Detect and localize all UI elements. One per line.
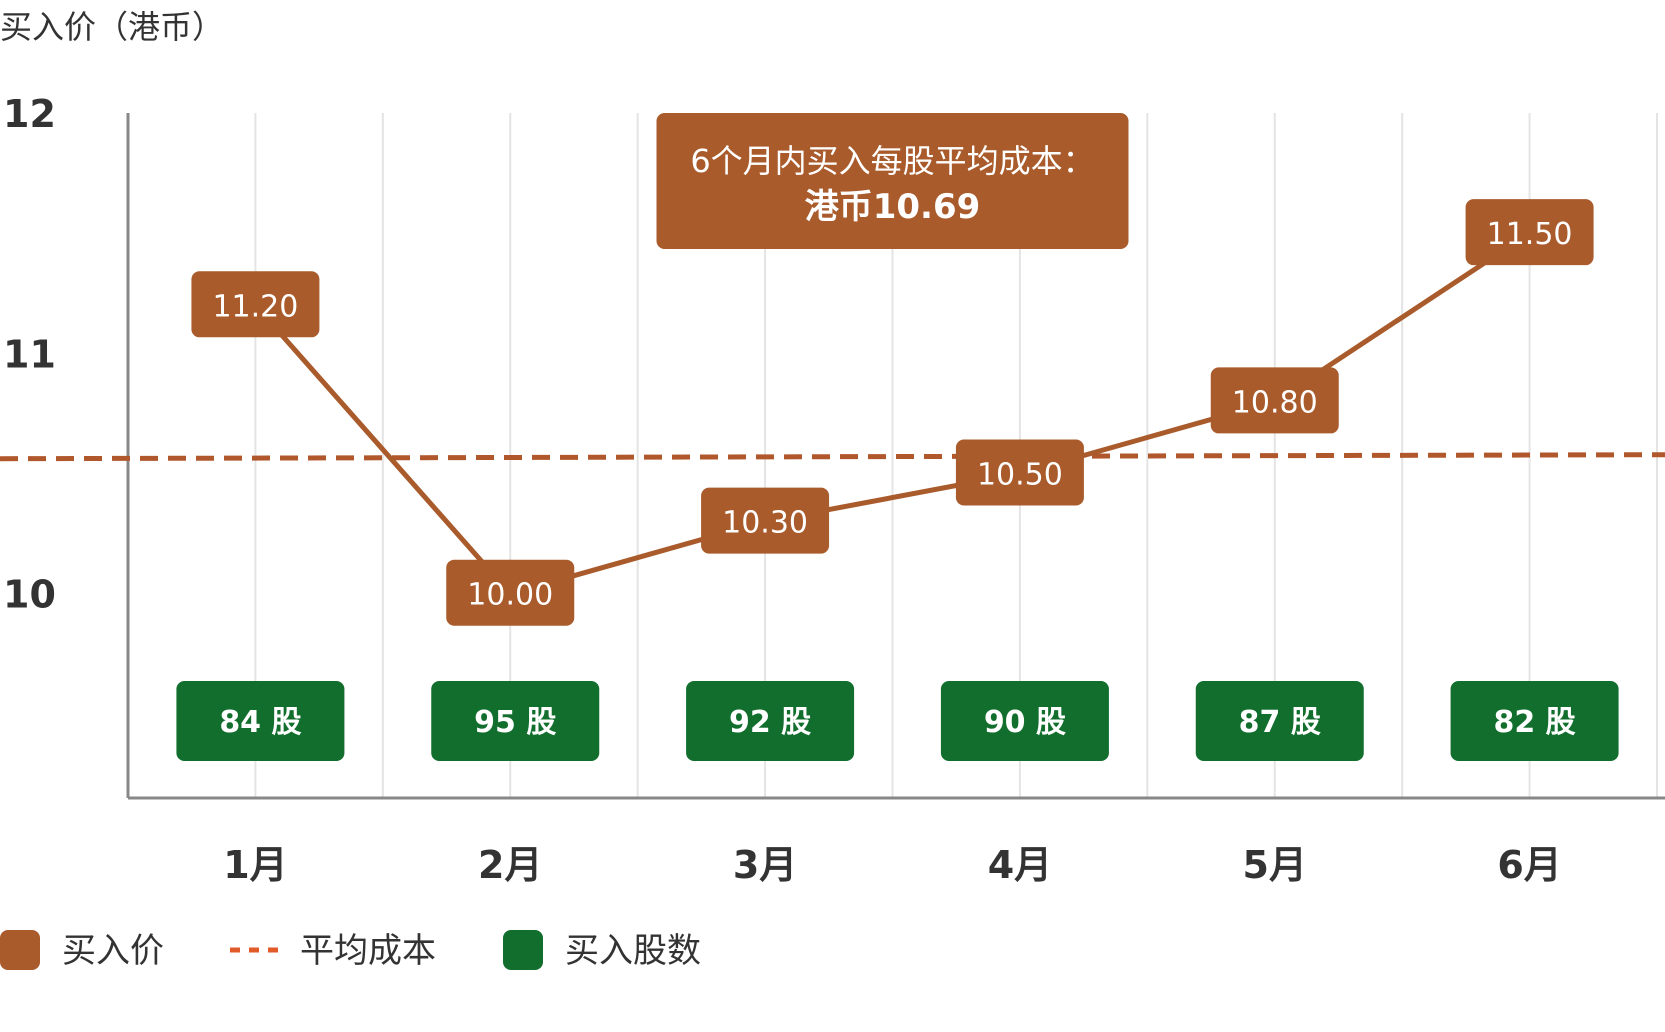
share-badge-box bbox=[431, 681, 600, 761]
share-badge-box bbox=[686, 681, 855, 761]
price-label-text: 11.20 bbox=[212, 289, 298, 324]
price-label-box bbox=[1465, 199, 1594, 266]
share-badge-text: 92 股 bbox=[729, 705, 811, 740]
legend-item: 买入股数 bbox=[503, 930, 701, 971]
price-point-label: 11.20 bbox=[191, 271, 320, 338]
axes bbox=[126, 113, 1665, 800]
share-badge: 82 股 bbox=[1450, 681, 1619, 761]
price-point-label: 11.50 bbox=[1465, 199, 1594, 266]
share-badge-text: 87 股 bbox=[1239, 705, 1321, 740]
price-label-box bbox=[955, 439, 1084, 506]
price-label-text: 11.50 bbox=[1487, 217, 1573, 252]
x-tick-label: 6月 bbox=[1497, 843, 1561, 887]
x-tick-label: 1月 bbox=[223, 843, 287, 887]
average-annotation-box bbox=[656, 113, 1129, 249]
price-point-label: 10.80 bbox=[1210, 367, 1339, 434]
share-badge: 90 股 bbox=[940, 681, 1109, 761]
price-label-box bbox=[191, 271, 320, 338]
price-label-text: 10.80 bbox=[1232, 385, 1318, 420]
share-badge: 95 股 bbox=[431, 681, 600, 761]
price-labels: 11.20 10.00 10.30 10.50 10.80 11.50 bbox=[191, 199, 1594, 626]
price-label-text: 10.30 bbox=[722, 506, 808, 541]
price-point-label: 10.00 bbox=[446, 559, 575, 626]
average-annotation: 6个月内买入每股平均成本： 港币10.69 bbox=[656, 113, 1129, 249]
legend: 买入价 平均成本 买入股数 bbox=[0, 930, 701, 971]
share-badge-text: 82 股 bbox=[1493, 705, 1575, 740]
share-badge-box bbox=[1195, 681, 1364, 761]
legend-label: 买入股数 bbox=[565, 931, 701, 971]
legend-swatch bbox=[0, 930, 40, 970]
price-label-box bbox=[1210, 367, 1339, 434]
y-tick-label: 11 bbox=[3, 332, 56, 376]
average-annotation-value: 港币10.69 bbox=[805, 187, 981, 227]
legend-item: 买入价 bbox=[0, 930, 164, 971]
legend-swatch bbox=[503, 930, 543, 970]
x-tick-labels: 1月 2月 3月 4月 5月 6月 bbox=[223, 843, 1562, 887]
x-tick-label: 3月 bbox=[733, 843, 797, 887]
share-badge: 84 股 bbox=[176, 681, 345, 761]
share-badge: 92 股 bbox=[686, 681, 855, 761]
x-tick-label: 5月 bbox=[1243, 843, 1307, 887]
x-tick-label: 4月 bbox=[988, 843, 1052, 887]
y-axis-label: 买入价（港币） bbox=[0, 8, 224, 46]
share-badge: 87 股 bbox=[1195, 681, 1364, 761]
price-label-box bbox=[701, 487, 830, 554]
share-badge-text: 90 股 bbox=[984, 705, 1066, 740]
legend-label: 平均成本 bbox=[300, 931, 436, 971]
price-label-text: 10.50 bbox=[977, 458, 1063, 493]
average-line bbox=[0, 452, 1665, 462]
share-badge-box bbox=[940, 681, 1109, 761]
price-point-label: 10.30 bbox=[701, 487, 830, 554]
legend-item: 平均成本 bbox=[230, 931, 436, 971]
share-badge-box bbox=[176, 681, 345, 761]
price-point-label: 10.50 bbox=[955, 439, 1084, 506]
share-badge-text: 84 股 bbox=[219, 705, 301, 740]
share-badge-text: 95 股 bbox=[474, 705, 556, 740]
y-tick-label: 12 bbox=[3, 92, 56, 136]
price-label-box bbox=[446, 559, 575, 626]
price-label-text: 10.00 bbox=[467, 578, 553, 613]
x-tick-label: 2月 bbox=[478, 843, 542, 887]
average-line-group bbox=[0, 452, 1665, 462]
y-tick-label: 10 bbox=[3, 573, 56, 617]
share-badge-box bbox=[1450, 681, 1619, 761]
legend-label: 买入价 bbox=[62, 931, 164, 971]
average-annotation-title: 6个月内买入每股平均成本： bbox=[690, 142, 1094, 180]
share-badges: 84 股 95 股 92 股 90 股 87 股 82 股 bbox=[176, 681, 1619, 761]
y-tick-labels: 12 11 10 bbox=[3, 92, 56, 617]
